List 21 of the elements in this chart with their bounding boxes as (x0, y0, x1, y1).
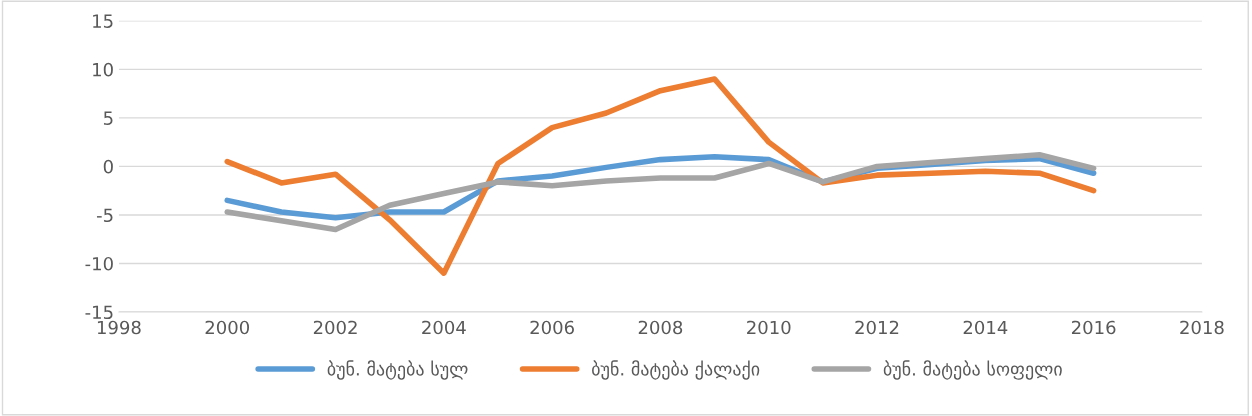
x-tick-label: 2010 (747, 320, 791, 335)
legend-label: ბუნ. მატება სულ (327, 360, 468, 380)
x-tick-label: 2018 (1180, 320, 1224, 335)
y-tick-label: 5 (103, 111, 113, 125)
y-tick-label: 0 (103, 159, 113, 174)
legend-label: ბუნ. მატება ქალაქი (592, 360, 760, 380)
x-tick-label: 2012 (855, 320, 899, 335)
x-tick-label: 1998 (97, 320, 141, 335)
y-tick-label: -10 (85, 256, 113, 271)
x-tick-label: 2008 (638, 320, 683, 335)
x-tick-label: 2016 (1071, 320, 1116, 335)
legend-label: ბუნ. მატება სოფელი (883, 360, 1062, 380)
x-tick-label: 2006 (530, 320, 574, 335)
y-tick-label: -15 (85, 305, 113, 320)
x-tick-label: 2004 (422, 320, 466, 335)
x-tick-label: 2000 (205, 320, 250, 335)
y-tick-label: -5 (96, 208, 113, 223)
x-tick-label: 2014 (963, 320, 1008, 335)
y-tick-label: 15 (93, 14, 113, 28)
x-tick-label: 2002 (313, 320, 357, 335)
y-tick-label: 10 (93, 62, 113, 77)
